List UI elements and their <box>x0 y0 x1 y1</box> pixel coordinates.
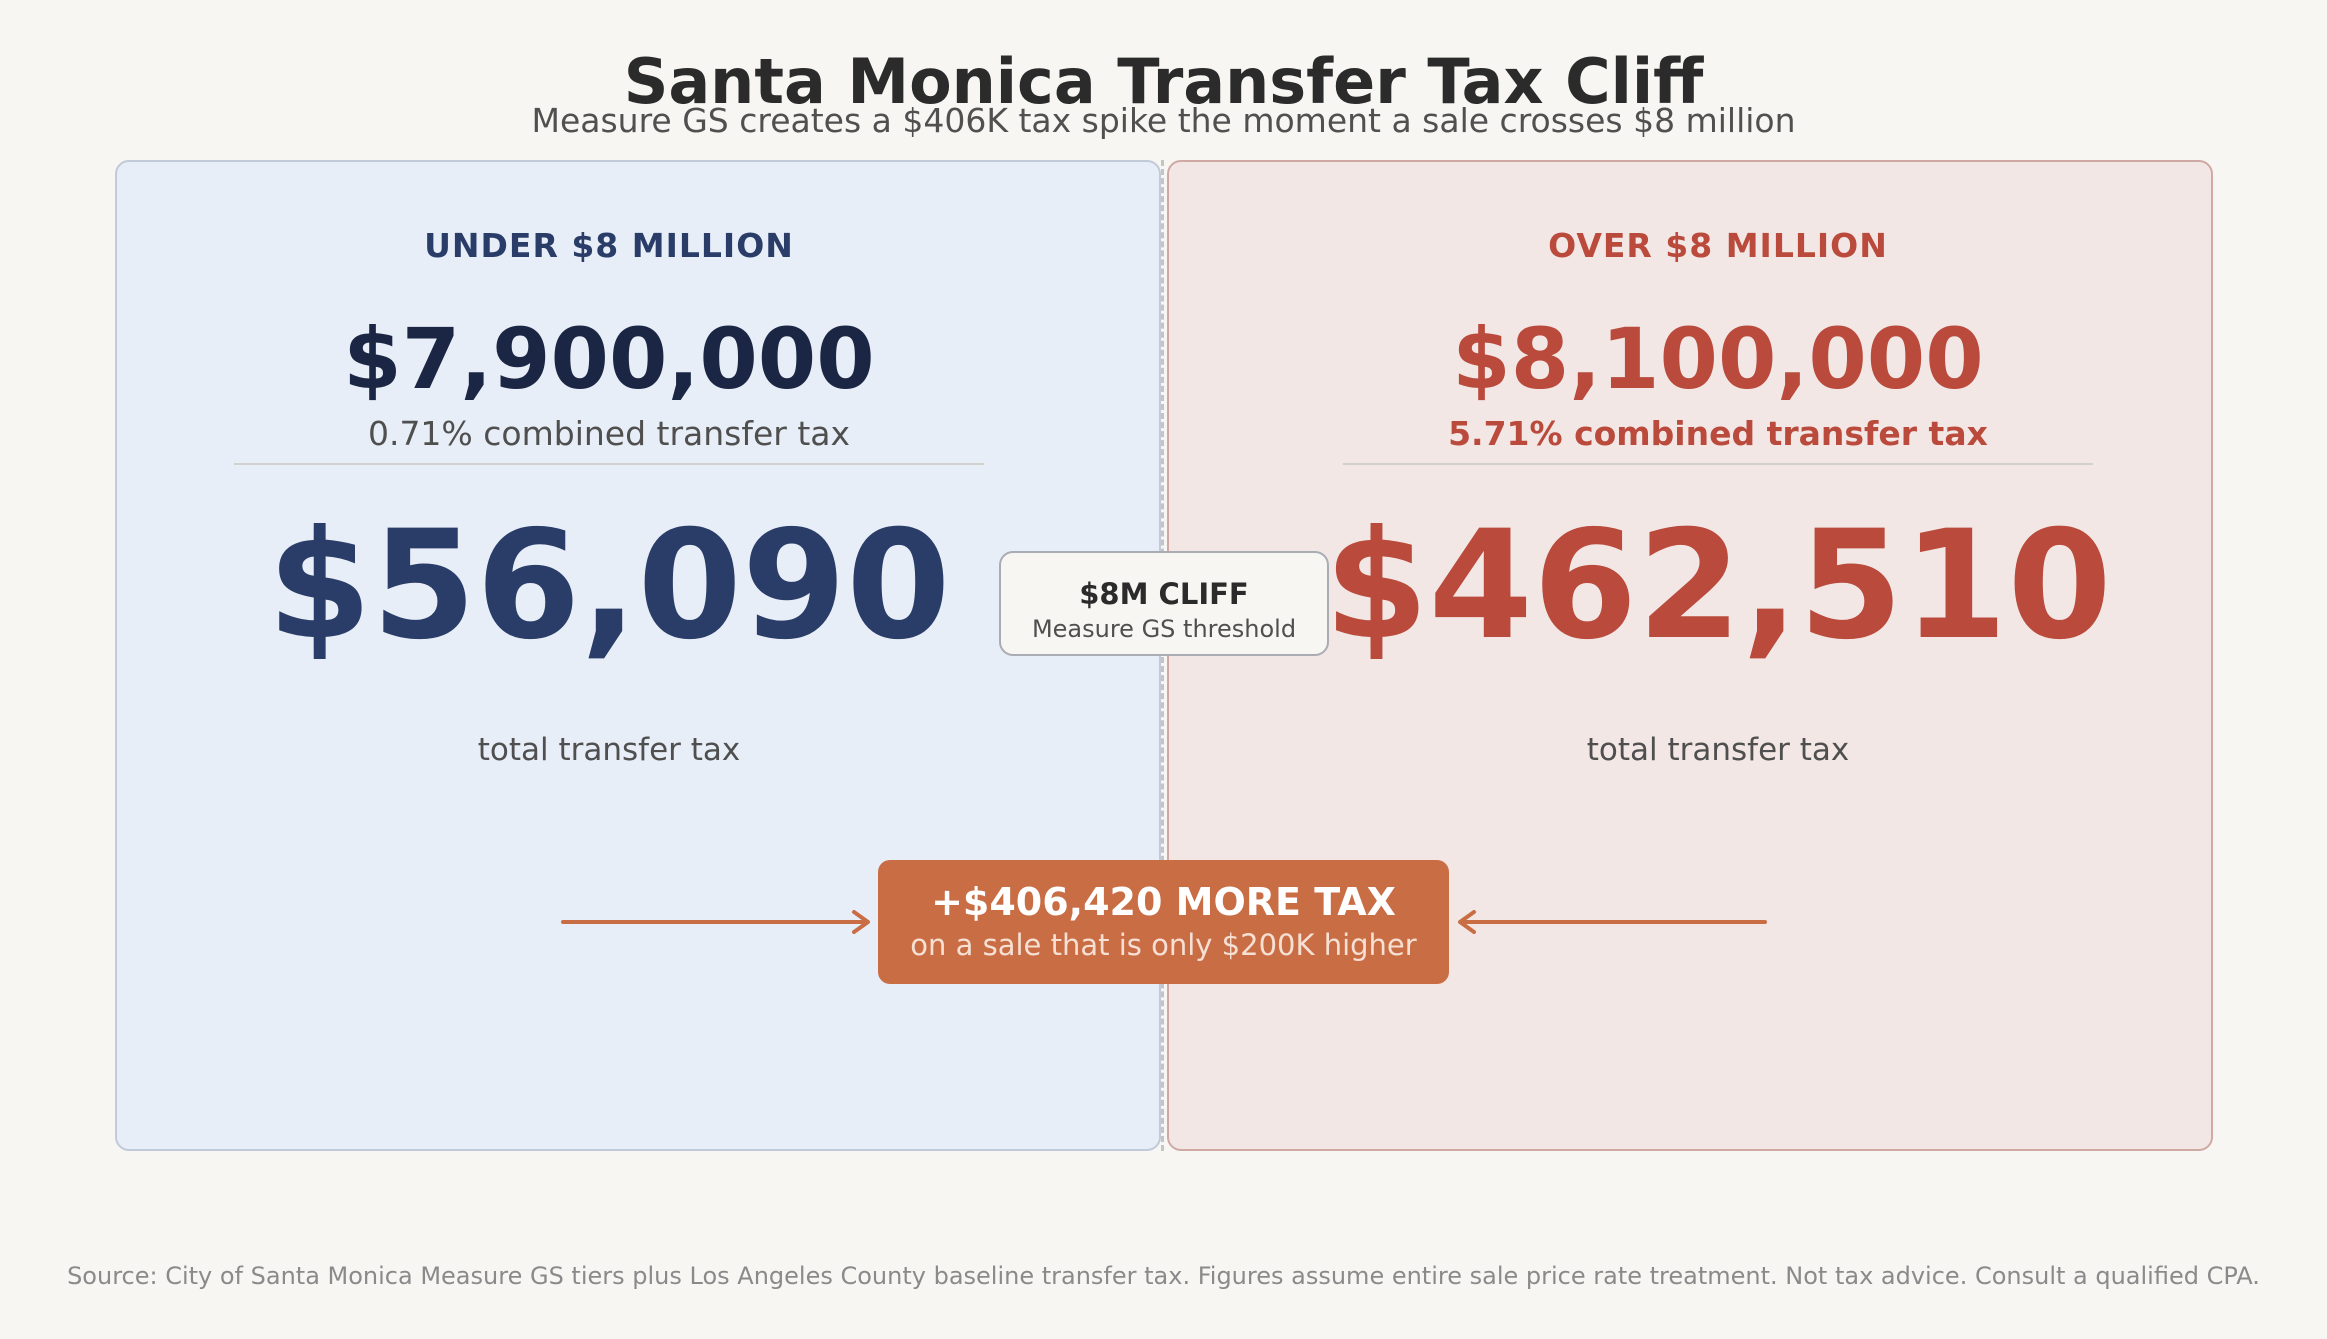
page-subtitle: Measure GS creates a $406K tax spike the… <box>531 101 1796 140</box>
cliff-label: $8M CLIFF Measure GS threshold <box>999 551 1329 656</box>
over-8m-panel <box>1167 160 2213 1151</box>
extra-tax-note: on a sale that is only $200K higher <box>910 928 1417 962</box>
under-price: $7,900,000 <box>343 310 875 408</box>
over-rate: 5.71% combined transfer tax <box>1448 414 1988 453</box>
over-tax-amount: $462,510 <box>1324 499 2112 673</box>
over-rule <box>1343 463 2093 465</box>
under-heading: UNDER $8 MILLION <box>424 226 794 265</box>
over-caption: total transfer tax <box>1586 732 1850 768</box>
under-caption: total transfer tax <box>477 732 741 768</box>
over-heading: OVER $8 MILLION <box>1548 226 1888 265</box>
under-8m-panel <box>115 160 1161 1151</box>
under-rule <box>234 463 984 465</box>
source-note: Source: City of Santa Monica Measure GS … <box>67 1262 2260 1290</box>
left-arrow-icon <box>561 910 870 934</box>
page-title: Santa Monica Transfer Tax Cliff <box>623 45 1704 118</box>
under-tax-amount: $56,090 <box>267 499 951 673</box>
cliff-subtitle: Measure GS threshold <box>1031 615 1297 643</box>
over-price: $8,100,000 <box>1452 310 1984 408</box>
right-arrow-icon <box>1458 910 1767 934</box>
extra-tax-amount: +$406,420 MORE TAX <box>931 880 1396 924</box>
extra-tax-callout: +$406,420 MORE TAX on a sale that is onl… <box>878 860 1449 984</box>
cliff-title: $8M CLIFF <box>1079 577 1249 611</box>
under-rate: 0.71% combined transfer tax <box>367 414 851 453</box>
